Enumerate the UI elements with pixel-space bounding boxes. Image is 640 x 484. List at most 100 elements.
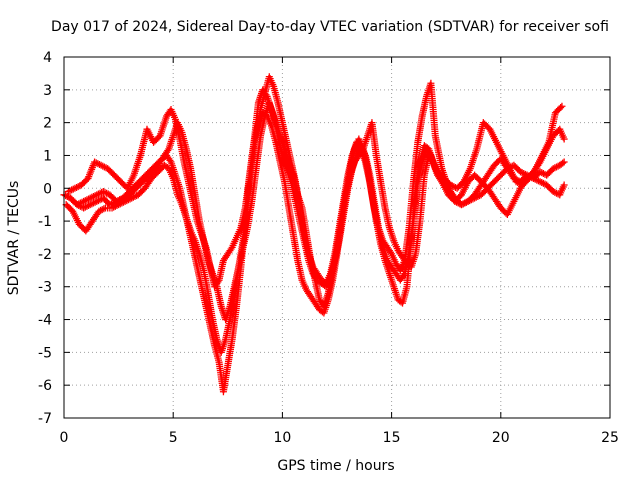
series-track-4 (67, 99, 568, 324)
y-tick-label: -2 (38, 247, 52, 263)
data-point (103, 189, 111, 197)
x-tick-label: 20 (492, 430, 510, 446)
y-axis-label: SDTVAR / TECUs (6, 181, 22, 296)
data-point (100, 163, 108, 171)
data-point (83, 202, 91, 210)
data-point (97, 206, 105, 214)
data-point (262, 91, 270, 99)
points-layer (60, 73, 568, 396)
data-point (549, 188, 557, 196)
data-point (99, 188, 107, 196)
data-point (96, 189, 104, 197)
data-point (91, 158, 99, 166)
data-point (73, 201, 81, 209)
y-tick-label: -3 (38, 280, 52, 296)
x-axis-label: GPS time / hours (277, 458, 394, 474)
y-tick-label: 1 (43, 148, 52, 164)
data-point (83, 196, 91, 204)
data-point (514, 179, 522, 187)
data-point (559, 159, 567, 167)
data-point (536, 168, 544, 176)
data-point (97, 161, 105, 169)
data-point (549, 165, 557, 173)
data-point (539, 179, 547, 187)
data-point (128, 194, 136, 202)
data-point (86, 194, 94, 202)
data-point (112, 197, 120, 205)
data-point (457, 201, 465, 209)
data-point (426, 150, 434, 158)
data-point (85, 202, 93, 210)
data-point (80, 204, 88, 212)
data-point (85, 195, 93, 203)
data-point (459, 200, 467, 208)
data-point (63, 192, 71, 200)
data-point (93, 191, 101, 199)
y-tick-label: -6 (38, 378, 52, 394)
data-point (68, 186, 76, 194)
data-point (124, 196, 132, 204)
data-point (531, 175, 539, 183)
y-tick-label: 0 (43, 181, 52, 197)
data-point (95, 207, 103, 215)
data-point (551, 164, 559, 172)
data-point (126, 195, 134, 203)
data-point (129, 193, 137, 201)
data-point (518, 169, 526, 177)
data-point (461, 199, 469, 207)
data-point (533, 176, 541, 184)
data-point (94, 160, 102, 168)
data-point (76, 199, 84, 207)
data-point (538, 169, 546, 177)
data-point (512, 178, 520, 186)
data-point (99, 162, 107, 170)
data-point (93, 197, 101, 205)
data-point (560, 135, 568, 143)
data-point (98, 206, 106, 214)
y-tick-label: -4 (38, 313, 52, 329)
data-point (166, 156, 174, 164)
data-point (66, 187, 74, 195)
data-point (131, 192, 139, 200)
data-point (62, 192, 70, 200)
data-point (560, 181, 568, 189)
x-tick-label: 5 (169, 430, 178, 446)
data-point (75, 200, 83, 208)
y-tick-label: -5 (38, 345, 52, 361)
x-tick-label: 25 (601, 430, 619, 446)
y-tick-label: 2 (43, 116, 52, 132)
data-point (73, 183, 81, 191)
x-tick-label: 15 (383, 430, 401, 446)
data-point (447, 181, 455, 189)
data-point (516, 168, 524, 176)
data-point (552, 163, 560, 171)
data-point (89, 199, 97, 207)
data-point (69, 185, 77, 193)
plot-frame (63, 56, 611, 419)
data-point (108, 204, 116, 212)
data-point (94, 190, 102, 198)
data-point (86, 201, 94, 209)
data-point (164, 147, 172, 155)
data-point (89, 192, 97, 200)
data-point (92, 159, 100, 167)
ticks-layer: 0 5 10 15 20 25 -7 -6 -5 -4 -3 -2 -1 0 1 2 3 4 (38, 50, 619, 446)
y-tick-label: -7 (38, 411, 52, 427)
data-point (400, 271, 408, 279)
y-tick-label: -1 (38, 214, 52, 230)
data-point (71, 184, 79, 192)
data-point (558, 102, 566, 110)
data-point (123, 197, 131, 205)
data-point (560, 158, 568, 166)
data-point (101, 188, 109, 196)
data-point (387, 248, 395, 256)
data-point (536, 178, 544, 186)
data-point (91, 198, 99, 206)
data-point (88, 200, 96, 208)
y-tick-label: 3 (43, 83, 52, 99)
data-point (95, 160, 103, 168)
data-point (91, 192, 99, 200)
data-point (116, 196, 124, 204)
